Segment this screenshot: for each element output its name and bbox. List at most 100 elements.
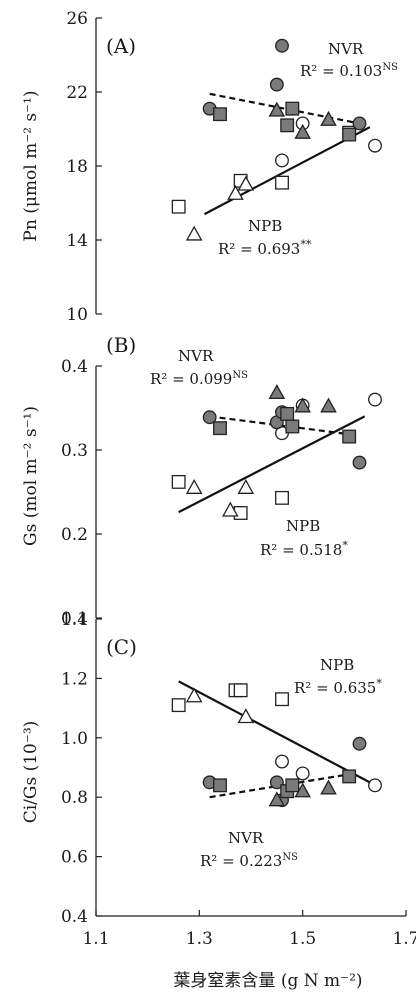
panel-a-point-white-circle: [368, 138, 382, 153]
panel-a-npb-label: NPB: [248, 217, 282, 235]
x-tick-label: 1.1: [82, 929, 109, 949]
panel-c-point-white-square: [233, 683, 248, 698]
panel-a-point-gray-triangle: [294, 123, 311, 139]
x-tick-label: 1.3: [186, 929, 213, 949]
panel-c-point-white-triangle: [237, 708, 255, 724]
panel-c-point-white-square: [275, 692, 289, 707]
panel-c-y-tick-label: 0.8: [61, 788, 88, 808]
panel-b-nvr-sig: NS: [232, 370, 248, 381]
panel-a-ylabel: Pn (μmol m⁻² s⁻¹): [21, 90, 41, 241]
panel-a-point-gray-circle: [269, 77, 284, 92]
panel-a-point-white-circle: [275, 153, 289, 168]
panel-b-nvr-r2-value: R² = 0.099: [150, 370, 232, 388]
panel-c-y-tick-label: 1.4: [61, 610, 88, 630]
panel-c-point-gray-circle: [269, 775, 284, 790]
panel-a-point-gray-circle: [352, 116, 367, 131]
panel-a-y-tick-label: 10: [66, 305, 88, 325]
panel-a-nvr-r2-value: R² = 0.103: [300, 62, 382, 80]
panel-c-nvr-r2-value: R² = 0.223: [200, 852, 282, 870]
panel-c-nvr-r2: R² = 0.223NS: [200, 852, 298, 870]
panel-a-point-white-triangle: [227, 184, 244, 200]
panel-a-point-white-triangle: [237, 175, 255, 191]
panel-b-npb-r2-value: R² = 0.518: [260, 541, 342, 559]
panel-c-ylabel: Ci/Gs (10⁻³): [21, 721, 41, 824]
panel-b-y-tick-label: 0.4: [61, 357, 88, 377]
panel-c-y-tick-label: 0.4: [61, 907, 88, 927]
panel-c-npb-sig: *: [376, 677, 382, 690]
x-axis-label: 葉身窒素含量 (g N m⁻²): [173, 971, 362, 991]
panel-c-point-gray-square: [285, 778, 300, 793]
panel-a-y-tick-label: 18: [66, 157, 88, 177]
panel-b-npb-fit-line: [178, 415, 366, 514]
panel-a-point-gray-square: [342, 127, 357, 142]
panel-c-nvr-label: NVR: [228, 829, 264, 847]
panel-c: 0.4 0.6 0.8 1.0 1.2 1.4 1.1 1.3 1.5 1.7 (C) Ci/Gs…: [21, 610, 416, 991]
panel-c-point-gray-triangle: [320, 779, 337, 795]
panel-a-point-white-square: [171, 199, 186, 214]
panel-a-marks: 10 14 18 22 26: [66, 9, 382, 325]
panel-a-y-tick-label: 22: [66, 83, 88, 103]
panel-c-marks: 0.4 0.6 0.8 1.0 1.2 1.4 1.1 1.3 1.5 1.7: [61, 610, 416, 949]
panel-a-point-white-square: [275, 175, 289, 190]
panel-b-point-gray-square: [213, 421, 227, 436]
panel-c-y-tick-label: 1.2: [61, 669, 88, 689]
panel-c-point-gray-square: [213, 778, 227, 793]
panel-c-y-tick-label: 1.0: [61, 729, 88, 749]
x-tick-label: 1.5: [289, 929, 316, 949]
panel-b-point-gray-square: [342, 429, 357, 444]
panel-b-point-white-triangle: [185, 478, 203, 494]
panel-c-nvr-sig: NS: [282, 852, 298, 863]
panel-b-point-gray-triangle: [268, 384, 286, 400]
panel-a-point-gray-triangle: [268, 101, 286, 117]
panel-a-nvr-r2: R² = 0.103NS: [300, 62, 398, 80]
panel-b-point-gray-square: [285, 419, 300, 434]
panel-c-point-gray-square: [342, 769, 357, 784]
panel-b-point-white-circle: [368, 392, 382, 407]
panel-c-npb-label: NPB: [320, 656, 354, 674]
panel-b-y-tick-label: 0.2: [61, 525, 88, 545]
panel-a-label: (A): [106, 34, 136, 58]
panel-a-npb-r2: R² = 0.693**: [218, 238, 312, 258]
panel-c-point-gray-triangle: [294, 782, 311, 798]
panel-a-npb-sig: **: [300, 238, 312, 251]
panel-a-point-gray-triangle: [320, 110, 337, 126]
panel-c-npb-r2-value: R² = 0.635: [294, 679, 376, 697]
panel-a-y-tick-label: 14: [66, 231, 88, 251]
panel-c-point-gray-circle: [352, 736, 367, 751]
panel-b-point-gray-triangle: [320, 397, 337, 413]
panel-a-point-gray-square: [280, 118, 295, 133]
panel-c-point-white-square: [171, 698, 186, 713]
panel-b-y-tick-label: 0.3: [61, 441, 88, 461]
panel-b-npb-label: NPB: [286, 517, 320, 535]
panel-a-nvr-sig: NS: [382, 62, 398, 73]
panel-a-point-gray-square: [285, 101, 300, 116]
panel-b-point-white-triangle: [222, 501, 239, 517]
panel-c-point-white-circle: [368, 778, 382, 793]
panel-b-point-gray-square: [280, 406, 295, 421]
panel-b-nvr-label: NVR: [178, 347, 214, 365]
panel-c-point-white-circle: [275, 754, 289, 769]
panel-a-y-tick-label: 26: [66, 9, 88, 29]
panel-b-nvr-r2: R² = 0.099NS: [150, 370, 248, 388]
panel-c-npb-fit-line: [178, 680, 371, 784]
panel-a-nvr-fit-line: [209, 92, 360, 125]
panel-a: 10 14 18 22 26 (A) Pn (μmol m⁻² s⁻¹) NVR R² …: [21, 9, 398, 325]
panel-b-y-tick-label: 0.1: [61, 609, 88, 629]
panel-b-npb-r2: R² = 0.518*: [260, 539, 348, 559]
panel-c-label: (C): [106, 635, 137, 659]
panel-c-point-gray-triangle: [268, 791, 286, 807]
panel-a-point-white-triangle: [185, 225, 203, 241]
panel-b-ylabel: Gs (mol m⁻² s⁻¹): [21, 406, 41, 546]
panel-b-point-gray-circle: [202, 410, 217, 425]
panel-b-point-white-square: [275, 490, 289, 505]
panel-b-point-gray-triangle: [294, 397, 311, 413]
panel-c-y-tick-label: 0.6: [61, 848, 88, 868]
panel-c-npb-r2: R² = 0.635*: [294, 677, 382, 697]
panel-b-marks: 0.1 0.2 0.3 0.4: [61, 357, 382, 629]
x-tick-label: 1.7: [392, 929, 416, 949]
panel-a-nvr-label: NVR: [328, 40, 364, 58]
panel-b-point-white-triangle: [237, 478, 255, 494]
panel-b-label: (B): [106, 333, 136, 357]
panel-b-npb-sig: *: [342, 539, 348, 552]
